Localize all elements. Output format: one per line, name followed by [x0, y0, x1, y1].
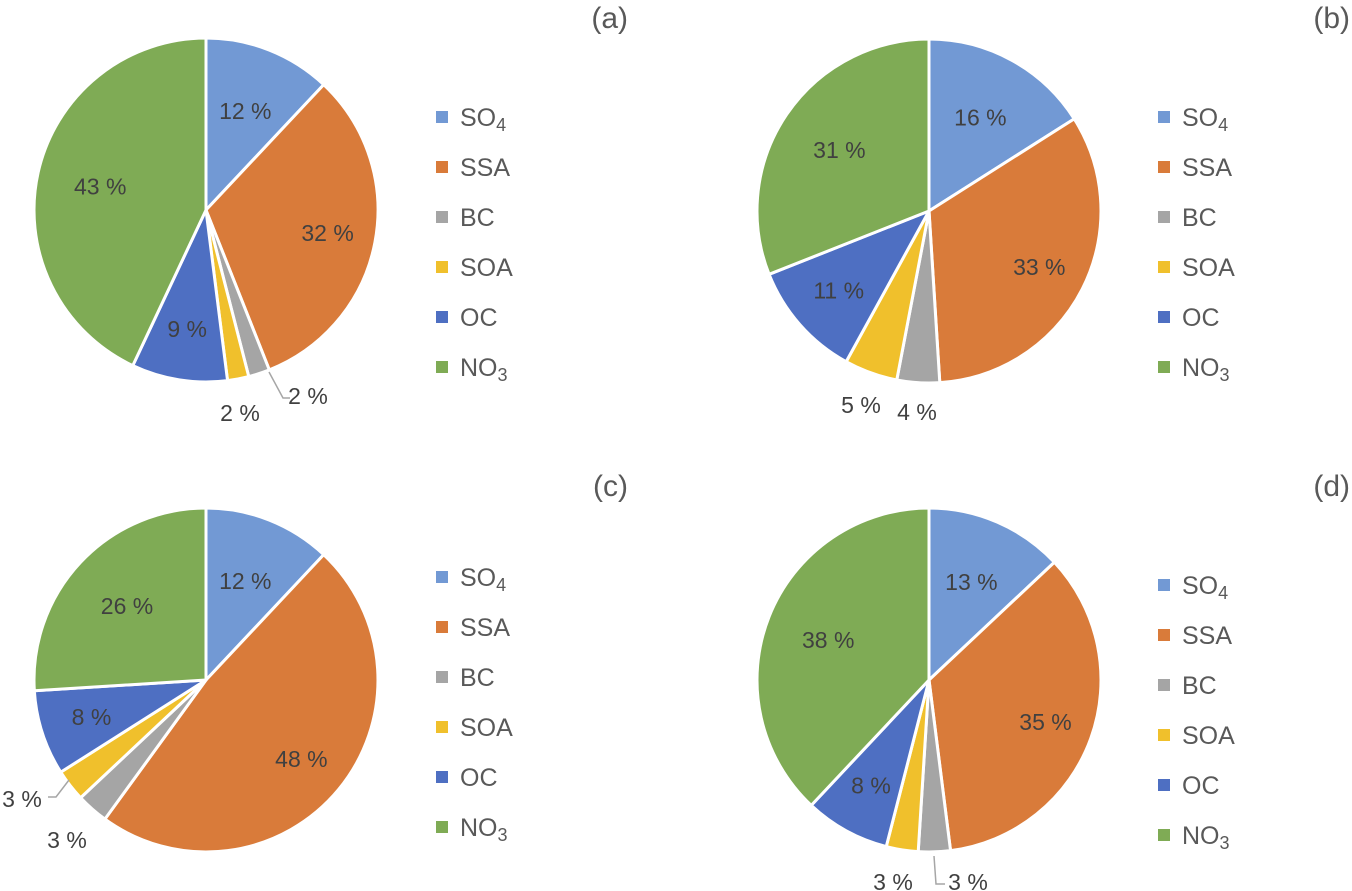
data-label-no3: 38 % [802, 627, 854, 653]
legend-swatch-no3 [1158, 829, 1170, 841]
data-label-bc: 3 % [47, 827, 87, 853]
legend-swatch-oc [436, 311, 448, 323]
legend-swatch-bc [1158, 211, 1170, 223]
pie-slice-so4 [927, 506, 1056, 682]
legend-label-oc: OC [1182, 304, 1220, 332]
legend-label-no3: NO3 [1182, 822, 1230, 853]
data-label-bc: 4 % [897, 399, 937, 425]
pie-slice-ssa [204, 83, 380, 372]
pie-panel: (c) 12 % 48 % 3 %3 % 8 % 26 % SO4 SSA BC SOA OC NO3 [2, 470, 628, 854]
panel-label: (b) [1313, 2, 1350, 35]
legend-swatch-so4 [436, 111, 448, 123]
legend-label-oc: OC [1182, 772, 1220, 800]
data-label-oc: 8 % [851, 773, 891, 799]
legend-swatch-oc [436, 771, 448, 783]
legend-swatch-soa [1158, 729, 1170, 741]
legend-swatch-ssa [436, 621, 448, 633]
legend-label-soa: SOA [1182, 722, 1235, 750]
data-label-ssa: 35 % [1019, 709, 1071, 735]
legend-label-bc: BC [1182, 672, 1217, 700]
legend-label-oc: OC [460, 304, 498, 332]
legend-label-so4: SO4 [1182, 104, 1228, 135]
legend-label-no3: NO3 [460, 354, 508, 385]
data-label-ssa: 32 % [301, 220, 353, 246]
data-label-no3: 43 % [74, 173, 126, 199]
legend-swatch-bc [436, 211, 448, 223]
data-label-soa: 5 % [841, 392, 881, 418]
pie-slice-ssa [927, 117, 1103, 385]
leader-line [48, 779, 70, 798]
legend-label-bc: BC [460, 664, 495, 692]
data-label-so4: 13 % [945, 569, 997, 595]
legend-label-ssa: SSA [1182, 154, 1232, 182]
legend-swatch-soa [436, 261, 448, 273]
legend-label-so4: SO4 [460, 104, 506, 135]
legend-swatch-no3 [436, 361, 448, 373]
legend-swatch-ssa [436, 161, 448, 173]
legend-swatch-so4 [1158, 111, 1170, 123]
pie-slice-no3 [755, 506, 931, 807]
panel-label: (c) [593, 470, 628, 503]
data-label-no3: 31 % [813, 137, 865, 163]
legend-label-no3: NO3 [1182, 354, 1230, 385]
data-label-oc: 9 % [167, 316, 207, 342]
data-label-so4: 12 % [219, 568, 271, 594]
pie-panel: (d) 13 % 35 % 3 % 3 % 8 % 38 % SO4 SSA BC SOA OC NO3 [755, 470, 1350, 891]
legend-swatch-bc [1158, 679, 1170, 691]
data-label-soa: 3 % [2, 786, 42, 812]
data-label-bc: 2 % [288, 383, 328, 409]
legend-swatch-so4 [436, 571, 448, 583]
legend-label-ssa: SSA [460, 154, 510, 182]
pie-slice-no3 [32, 506, 208, 693]
leader-line [933, 855, 945, 885]
legend-swatch-soa [436, 721, 448, 733]
pie-slice-no3 [755, 37, 931, 276]
panel-label: (a) [591, 2, 628, 35]
legend-swatch-ssa [1158, 161, 1170, 173]
legend-label-oc: OC [460, 764, 498, 792]
legend-label-so4: SO4 [1182, 572, 1228, 603]
data-label-no3: 26 % [101, 593, 153, 619]
pie-slice-oc [767, 209, 931, 364]
data-label-oc: 11 % [813, 278, 864, 304]
panel-label: (d) [1313, 470, 1350, 503]
leader-line [268, 371, 290, 399]
legend-label-soa: SOA [460, 714, 513, 742]
legend-swatch-soa [1158, 261, 1170, 273]
legend-swatch-so4 [1158, 579, 1170, 591]
pie-panel: (a) 12 % 32 % 2 % 2 % 9 % 43 % SO4 SSA BC SOA OC NO3 [32, 2, 628, 426]
legend-label-ssa: SSA [1182, 622, 1232, 650]
legend-swatch-oc [1158, 311, 1170, 323]
legend-label-no3: NO3 [460, 814, 508, 845]
pie-slice-no3 [32, 36, 208, 368]
pie-slice-so4 [927, 37, 1076, 213]
data-label-soa: 2 % [220, 400, 260, 426]
data-label-bc: 3 % [948, 869, 988, 891]
pie-slice-so4 [204, 506, 326, 682]
legend-swatch-oc [1158, 779, 1170, 791]
legend-label-so4: SO4 [460, 564, 506, 595]
legend-swatch-no3 [436, 821, 448, 833]
legend-swatch-ssa [1158, 629, 1170, 641]
legend-label-bc: BC [460, 204, 495, 232]
legend-label-soa: SOA [460, 254, 513, 282]
pie-slice-ssa [103, 553, 380, 854]
legend-label-ssa: SSA [460, 614, 510, 642]
pie-slice-so4 [204, 36, 326, 212]
data-label-ssa: 33 % [1013, 254, 1065, 280]
data-label-so4: 12 % [219, 98, 271, 124]
legend-label-soa: SOA [1182, 254, 1235, 282]
legend-label-bc: BC [1182, 204, 1217, 232]
legend-swatch-no3 [1158, 361, 1170, 373]
data-label-so4: 16 % [954, 105, 1006, 131]
data-label-soa: 3 % [873, 869, 913, 891]
pie-slice-ssa [927, 560, 1103, 853]
legend-swatch-bc [436, 671, 448, 683]
data-label-oc: 8 % [72, 704, 112, 730]
data-label-ssa: 48 % [275, 746, 327, 772]
pie-panel: (b) 16 % 33 % 4 % 5 % 11 % 31 % SO4 SSA BC SOA OC NO… [755, 2, 1350, 425]
pie-slice-oc [131, 208, 230, 384]
